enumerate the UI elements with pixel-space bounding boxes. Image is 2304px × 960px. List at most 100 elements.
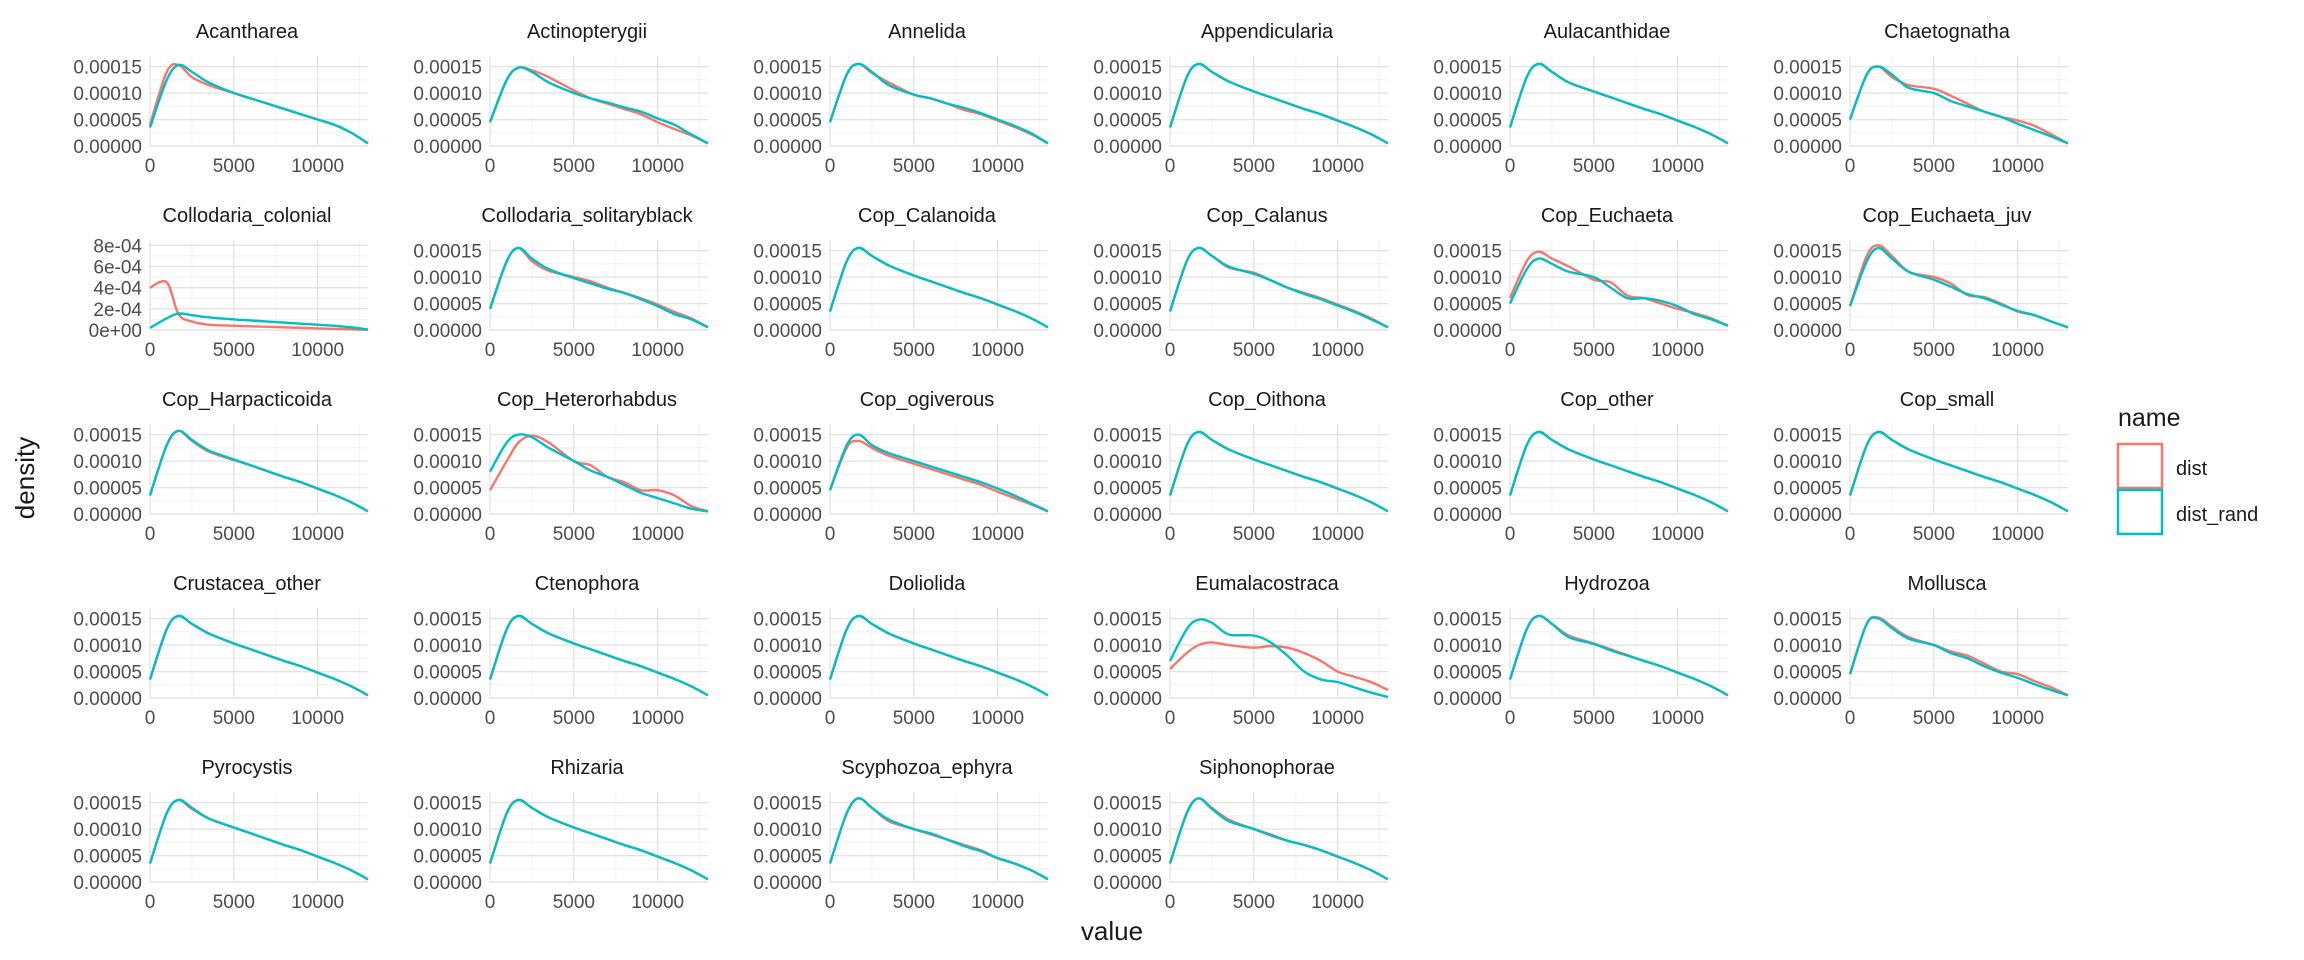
series-line-dist-rand (1508, 614, 1729, 697)
y-tick-label: 0.00005 (1093, 479, 1162, 500)
y-tick-label: 0.00010 (73, 636, 142, 657)
x-tick-label: 5000 (893, 708, 935, 729)
y-tick-label: 0.00005 (753, 479, 822, 500)
series-line-dist-rand (1848, 430, 2069, 513)
series-line-dist-rand (148, 429, 369, 513)
y-tick-label: 0.00000 (413, 505, 482, 526)
x-tick-label: 0 (825, 708, 836, 729)
facet-title: Aulacanthidae (1544, 21, 1671, 43)
y-tick-label: 0.00005 (1433, 295, 1502, 316)
x-tick-label: 10000 (971, 340, 1024, 361)
series-line-dist (828, 439, 1049, 513)
legend-label-dist: dist (2176, 458, 2208, 480)
x-tick-label: 10000 (971, 524, 1024, 545)
y-tick-label: 0.00015 (1093, 58, 1162, 79)
facet-title: Mollusca (1908, 573, 1988, 595)
y-tick-label: 0.00010 (1433, 636, 1502, 657)
facet-panel: 0.00000 0.00005 0.00010 0.00015 0 5000 10000 Co… (1773, 205, 2069, 361)
x-tick-label: 5000 (213, 340, 255, 361)
y-tick-label: 0.00010 (413, 452, 482, 473)
y-tick-label: 0.00015 (753, 426, 822, 447)
y-tick-label: 0.00000 (1773, 137, 1842, 158)
y-tick-label: 0e+00 (89, 321, 142, 342)
series-line-dist-rand (1168, 797, 1389, 881)
x-tick-label: 10000 (1311, 524, 1364, 545)
x-tick-label: 5000 (553, 156, 595, 177)
facet-panel: 0.00000 0.00005 0.00010 0.00015 0 5000 10000 Cr… (73, 573, 369, 729)
series-line-dist (488, 614, 709, 697)
series-line-dist-rand (488, 614, 709, 697)
facet-panel: 0.00000 0.00005 0.00010 0.00015 0 5000 10000 Sc… (753, 757, 1049, 913)
y-tick-label: 0.00010 (413, 636, 482, 657)
y-axis-label: density (10, 437, 40, 519)
x-tick-label: 10000 (631, 524, 684, 545)
x-tick-label: 10000 (1651, 156, 1704, 177)
y-tick-label: 0.00005 (1773, 295, 1842, 316)
y-tick-label: 0.00010 (413, 268, 482, 289)
series-line-dist-rand (828, 433, 1049, 513)
facet-title: Scyphozoa_ephyra (841, 757, 1013, 779)
y-tick-label: 0.00000 (1093, 137, 1162, 158)
series-line-dist-rand (1168, 62, 1389, 145)
y-tick-label: 0.00015 (1773, 242, 1842, 263)
series-line-dist (1848, 430, 2069, 513)
facet-title: Doliolida (889, 573, 967, 595)
facet-title: Acantharea (196, 21, 299, 43)
facet-panel: 0.00000 0.00005 0.00010 0.00015 0 5000 10000 Co… (413, 389, 709, 545)
y-tick-label: 0.00005 (1773, 479, 1842, 500)
y-tick-label: 0.00010 (413, 820, 482, 841)
facet-panel: 0.00000 0.00005 0.00010 0.00015 0 5000 10000 Py… (73, 757, 369, 913)
y-tick-label: 0.00010 (73, 84, 142, 105)
x-tick-label: 5000 (1573, 524, 1615, 545)
facet-panel: 0.00000 0.00005 0.00010 0.00015 0 5000 10000 Ac… (73, 21, 369, 177)
facet-panel: 0.00000 0.00005 0.00010 0.00015 0 5000 10000 Hy… (1433, 573, 1729, 729)
facet-title: Cop_other (1560, 389, 1654, 411)
series-line-dist (1168, 430, 1389, 513)
y-tick-label: 0.00010 (1433, 452, 1502, 473)
x-tick-label: 10000 (631, 708, 684, 729)
y-tick-label: 0.00000 (73, 689, 142, 710)
series-line-dist-rand (828, 614, 1049, 697)
y-tick-label: 2e-04 (93, 300, 142, 321)
x-tick-label: 0 (1165, 892, 1176, 913)
facet-panel: 0.00000 0.00005 0.00010 0.00015 0 5000 10000 Mo… (1773, 573, 2069, 729)
y-tick-label: 0.00005 (1773, 663, 1842, 684)
series-line-dist-rand (148, 798, 369, 881)
y-tick-label: 0.00010 (1433, 84, 1502, 105)
facet-panel: 0.00000 0.00005 0.00010 0.00015 0 5000 10000 Ch… (1773, 21, 2069, 177)
y-tick-label: 0.00000 (1433, 137, 1502, 158)
x-tick-label: 0 (485, 156, 496, 177)
y-tick-label: 0.00010 (1433, 268, 1502, 289)
facet-title: Collodaria_colonial (163, 205, 332, 227)
x-tick-label: 10000 (1991, 156, 2044, 177)
x-tick-label: 5000 (1573, 708, 1615, 729)
facet-title: Cop_small (1900, 389, 1994, 411)
facet-panel: 0.00000 0.00005 0.00010 0.00015 0 5000 10000 Ac… (413, 21, 709, 177)
y-tick-label: 0.00010 (413, 84, 482, 105)
y-tick-label: 0.00010 (73, 820, 142, 841)
x-tick-label: 5000 (893, 524, 935, 545)
facet-panel: 0.00000 0.00005 0.00010 0.00015 0 5000 10000 Ct… (413, 573, 709, 729)
y-tick-label: 0.00015 (1773, 610, 1842, 631)
series-line-dist (148, 798, 369, 881)
facet-title: Ctenophora (535, 573, 640, 595)
series-line-dist-rand (1508, 62, 1729, 145)
series-line-dist-rand (148, 63, 369, 145)
y-tick-label: 0.00005 (1433, 663, 1502, 684)
series-line-dist (828, 797, 1049, 881)
y-tick-label: 0.00005 (753, 111, 822, 132)
y-tick-label: 0.00000 (1773, 505, 1842, 526)
y-tick-label: 0.00000 (413, 689, 482, 710)
y-tick-label: 0.00005 (73, 111, 142, 132)
legend-label-dist-rand: dist_rand (2176, 504, 2258, 526)
x-tick-label: 5000 (1913, 524, 1955, 545)
x-tick-label: 5000 (1233, 708, 1275, 729)
y-tick-label: 0.00015 (73, 794, 142, 815)
facet-panel: 0.00000 0.00005 0.00010 0.00015 0 5000 10000 Co… (753, 389, 1049, 545)
x-tick-label: 5000 (1233, 524, 1275, 545)
facet-title: Rhizaria (550, 757, 624, 779)
facet-panel: 0.00000 0.00005 0.00010 0.00015 0 5000 10000 An… (753, 21, 1049, 177)
y-tick-label: 8e-04 (93, 236, 142, 257)
series-line-dist (1508, 614, 1729, 697)
y-tick-label: 0.00000 (1093, 321, 1162, 342)
